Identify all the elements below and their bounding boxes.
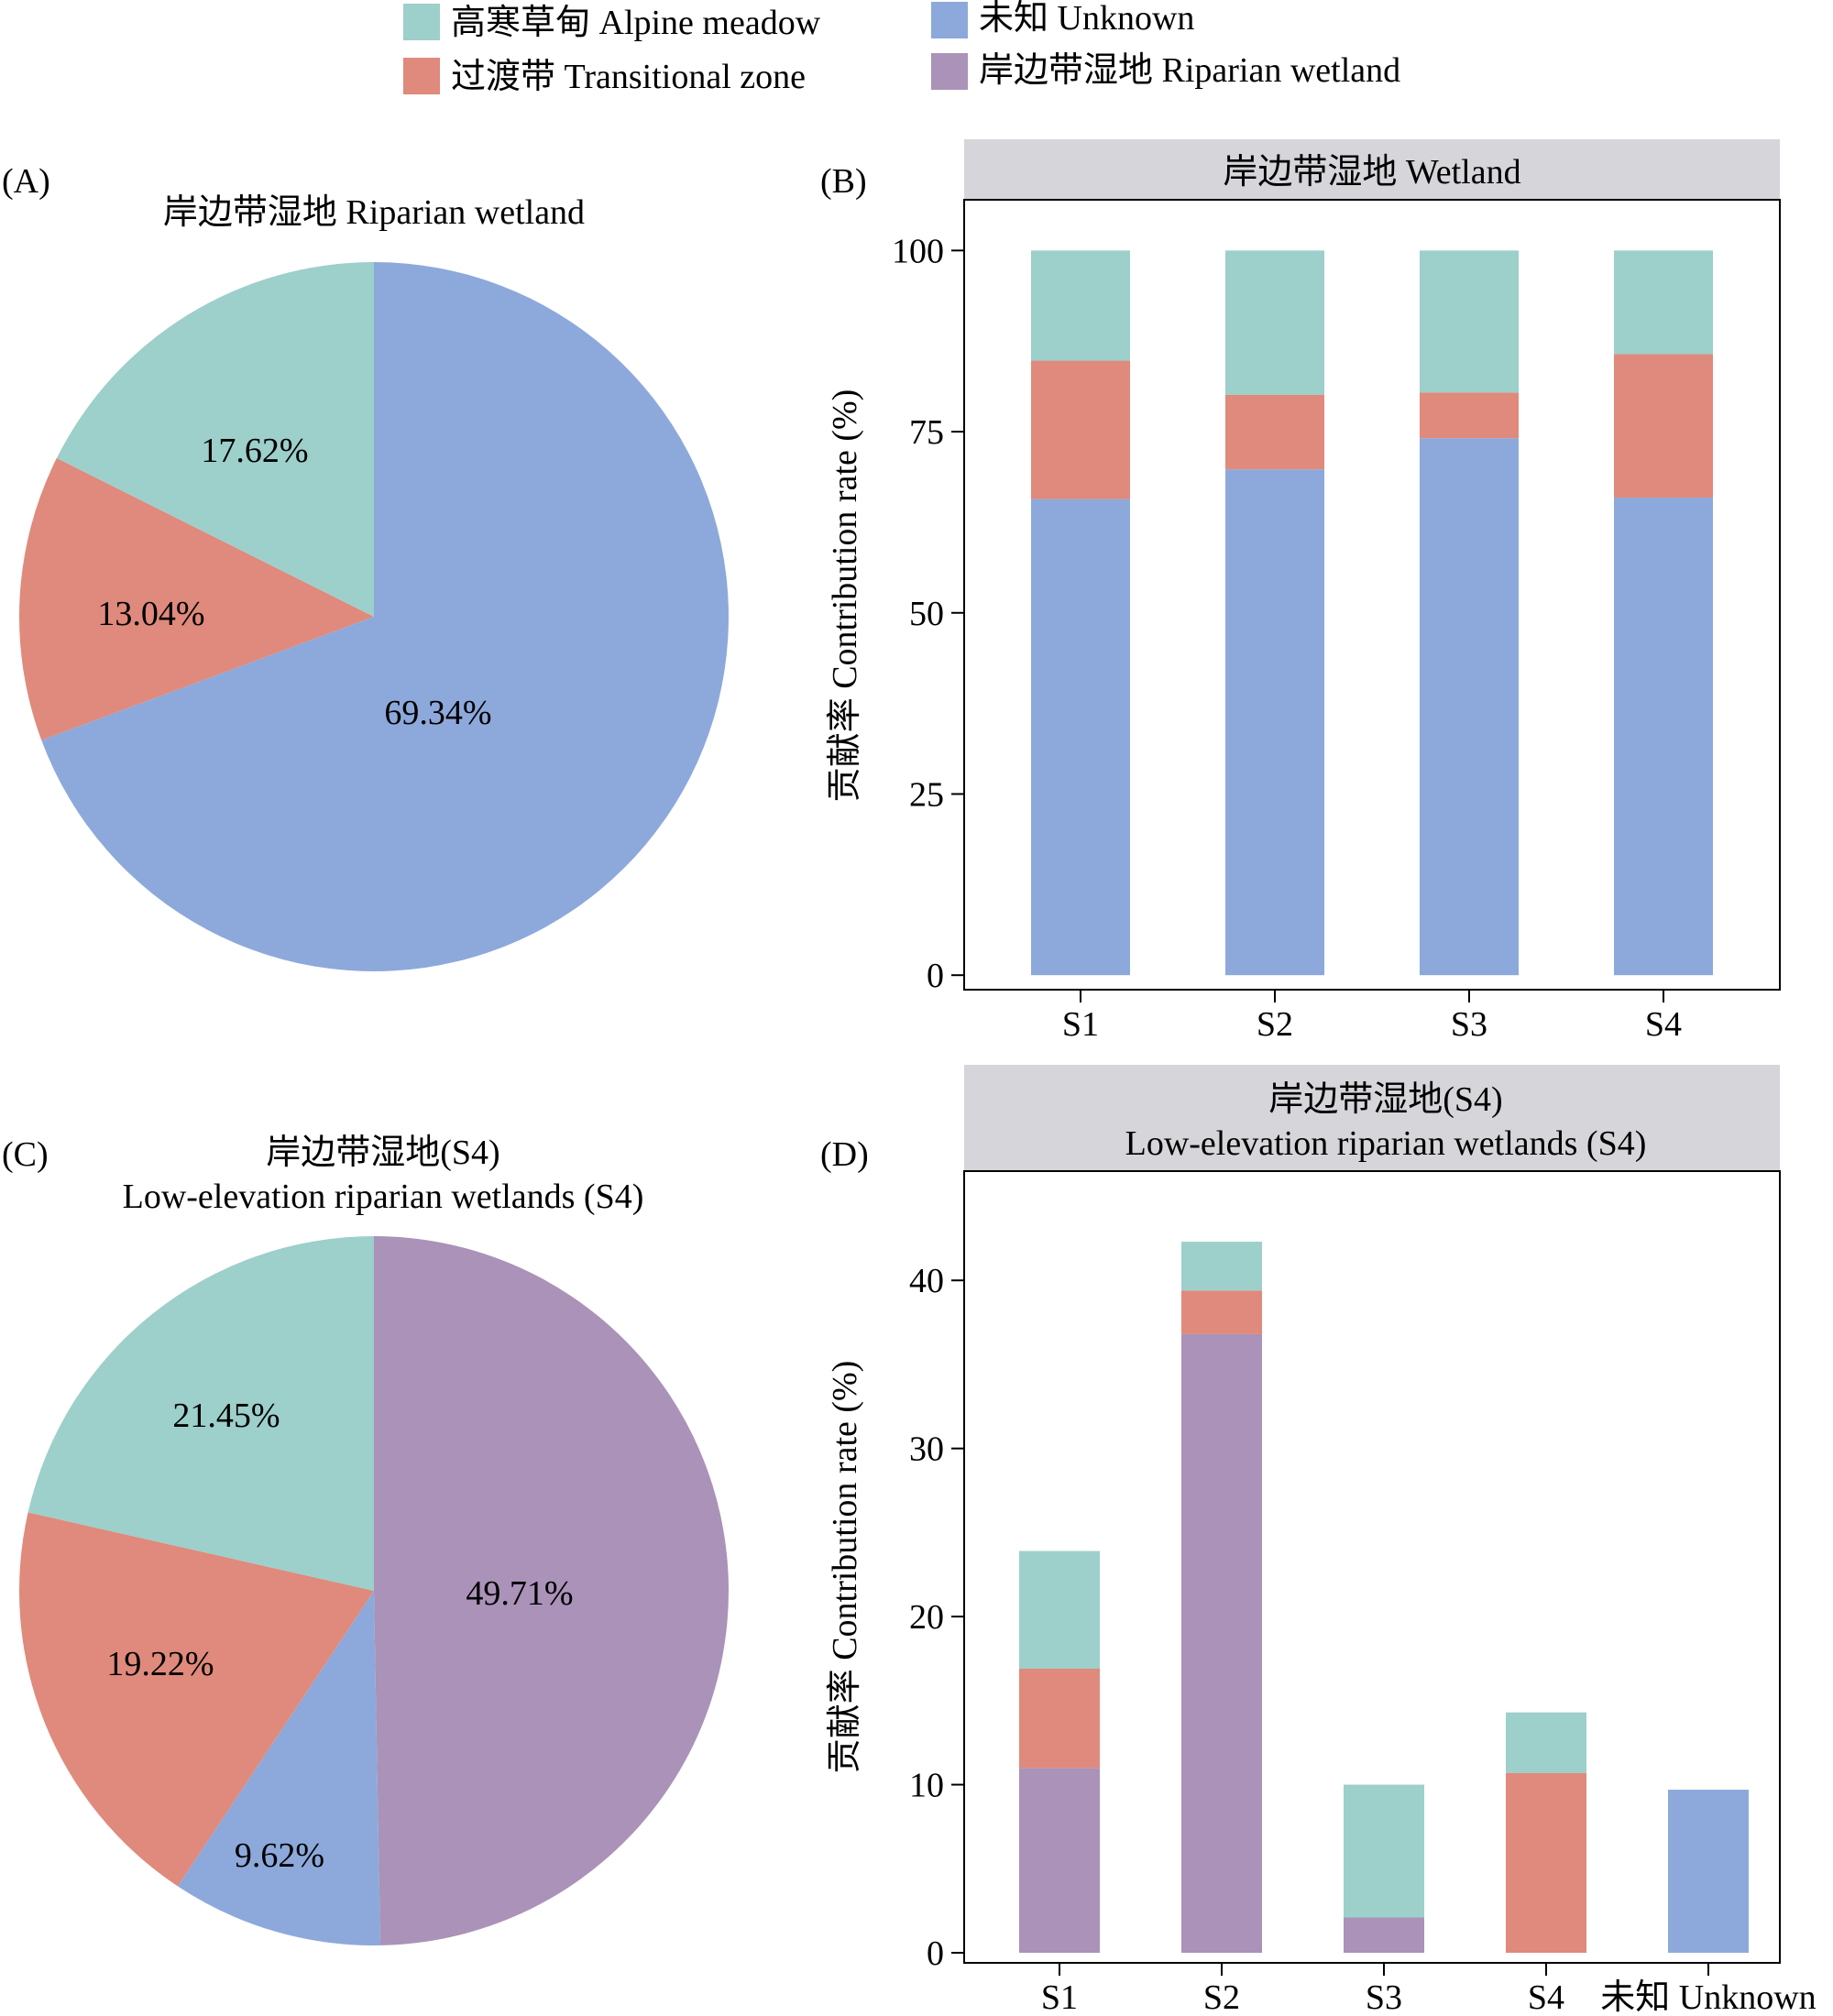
pie-slice-unknown: [177, 1591, 381, 1945]
bar-chart-d: 0 10 20 30 40 S1 S2 S3 S4 未知 Unknown: [909, 1242, 1817, 2016]
bar-segment-transitional: [1031, 360, 1130, 499]
x-tick-label: S1: [1062, 1005, 1099, 1044]
panel-b-label: (B): [820, 162, 867, 201]
pie-slice-label-alpine: 17.62%: [201, 432, 308, 470]
pie-slice-label-unknown: 69.34%: [384, 694, 491, 732]
panel-a-label: (A): [2, 162, 50, 201]
bar-segment-unknown: [1225, 469, 1324, 976]
bar-segment-unknown: [1420, 438, 1519, 976]
bar-segment-unknown: [1614, 498, 1713, 976]
panel-b: (B) 岸边带湿地 Wetland 贡献率 Contribution rate …: [820, 139, 1781, 1044]
bar-segment-alpine: [1181, 1242, 1262, 1291]
legend-swatch-transitional: [403, 58, 440, 94]
y-tick-label: 0: [927, 1934, 944, 1973]
pie-slice-transitional: [19, 1512, 374, 1887]
panel-c-label: (C): [2, 1135, 49, 1174]
y-tick-label: 40: [909, 1262, 944, 1300]
bar-segment-alpine: [1344, 1784, 1424, 1918]
legend-label-riparian: 岸边带湿地 Riparian wetland: [979, 51, 1400, 90]
bar-chart-b: 0 25 50 75 100 S1 S2 S3 S4: [892, 232, 1713, 1044]
pie-slice-label-unknown: 9.62%: [235, 1836, 324, 1875]
x-tick-label: S4: [1645, 1005, 1682, 1044]
panel-d-strip: [964, 1065, 1780, 1171]
pie-slice-transitional: [19, 457, 375, 740]
bar-segment-transitional: [1420, 392, 1519, 439]
legend-swatch-riparian: [931, 53, 968, 90]
panel-b-strip-text: 岸边带湿地 Wetland: [1223, 153, 1520, 192]
bar-segment-alpine: [1506, 1712, 1586, 1773]
panel-c-title-line1: 岸边带湿地(S4): [266, 1134, 499, 1172]
bar-segment-transitional: [1019, 1668, 1100, 1769]
y-tick-label: 10: [909, 1767, 944, 1805]
panel-d-frame: [963, 1170, 1781, 1964]
y-tick-label: 20: [909, 1598, 944, 1637]
bar-segment-alpine: [1225, 250, 1324, 395]
legend-swatch-alpine: [403, 4, 440, 40]
bar-segment-unknown: [1668, 1790, 1749, 1953]
pie-slice-riparian: [374, 1236, 730, 1945]
pie-chart-a: 69.34% 13.04% 17.62%: [19, 262, 730, 971]
x-tick-label: S4: [1528, 1978, 1564, 2016]
bar-segment-riparian: [1019, 1768, 1100, 1953]
pie-slice-label-transitional: 19.22%: [106, 1645, 214, 1683]
x-tick-label: S3: [1366, 1978, 1402, 2016]
legend: 高寒草甸 Alpine meadow 过渡带 Transitional zone…: [403, 0, 1400, 96]
y-tick-label: 25: [909, 775, 944, 814]
y-tick-label: 75: [909, 413, 944, 452]
legend-label-transitional: 过渡带 Transitional zone: [451, 58, 806, 96]
x-tick-label: S1: [1041, 1978, 1078, 2016]
pie-slice-alpine: [56, 262, 374, 617]
panel-a: (A) 岸边带湿地 Riparian wetland 69.34% 13.04% 1…: [2, 162, 730, 971]
pie-slice-label-riparian: 49.71%: [466, 1574, 573, 1613]
x-tick-label: 未知 Unknown: [1600, 1978, 1816, 2016]
pie-slice-alpine: [27, 1236, 375, 1591]
pie-slice-label-transitional: 13.04%: [97, 595, 204, 633]
legend-label-alpine: 高寒草甸 Alpine meadow: [451, 4, 821, 42]
panel-d-label: (D): [820, 1135, 869, 1174]
panel-d-strip-line2: Low-elevation riparian wetlands (S4): [1125, 1124, 1647, 1163]
panel-d: (D) 岸边带湿地(S4) Low-elevation riparian wet…: [820, 1065, 1817, 2016]
x-tick-label: S2: [1203, 1978, 1240, 2016]
bar-segment-alpine: [1019, 1550, 1100, 1669]
bar-segment-unknown: [1031, 499, 1130, 976]
panel-d-ylabel: 贡献率 Contribution rate (%): [826, 1361, 864, 1774]
bar-segment-transitional: [1181, 1290, 1262, 1334]
panel-b-frame: [963, 199, 1781, 991]
legend-swatch-unknown: [931, 2, 968, 38]
pie-chart-c: 49.71% 9.62% 19.22% 21.45%: [19, 1236, 730, 1945]
bar-segment-transitional: [1614, 354, 1713, 499]
x-tick-label: S2: [1257, 1005, 1293, 1044]
bar-segment-riparian: [1181, 1333, 1262, 1953]
panel-c-title-line2: Low-elevation riparian wetlands (S4): [123, 1178, 644, 1216]
bar-segment-alpine: [1031, 250, 1130, 361]
bar-segment-riparian: [1344, 1917, 1424, 1953]
y-tick-label: 0: [927, 957, 944, 995]
pie-slice-label-alpine: 21.45%: [172, 1397, 280, 1435]
bar-segment-alpine: [1614, 250, 1713, 355]
bar-segment-alpine: [1420, 250, 1519, 393]
y-tick-label: 50: [909, 595, 944, 633]
panel-c: (C) 岸边带湿地(S4) Low-elevation riparian wet…: [2, 1134, 730, 1945]
panel-d-strip-line1: 岸边带湿地(S4): [1268, 1080, 1502, 1119]
panel-b-strip: [964, 139, 1780, 200]
bar-segment-transitional: [1506, 1772, 1586, 1953]
legend-label-unknown: 未知 Unknown: [979, 0, 1194, 38]
x-tick-label: S3: [1451, 1005, 1487, 1044]
pie-slice-unknown: [41, 262, 730, 971]
y-tick-label: 30: [909, 1430, 944, 1469]
y-tick-label: 100: [892, 232, 944, 270]
panel-a-title: 岸边带湿地 Riparian wetland: [163, 193, 585, 232]
panel-b-ylabel: 贡献率 Contribution rate (%): [826, 389, 864, 803]
bar-segment-transitional: [1225, 394, 1324, 470]
